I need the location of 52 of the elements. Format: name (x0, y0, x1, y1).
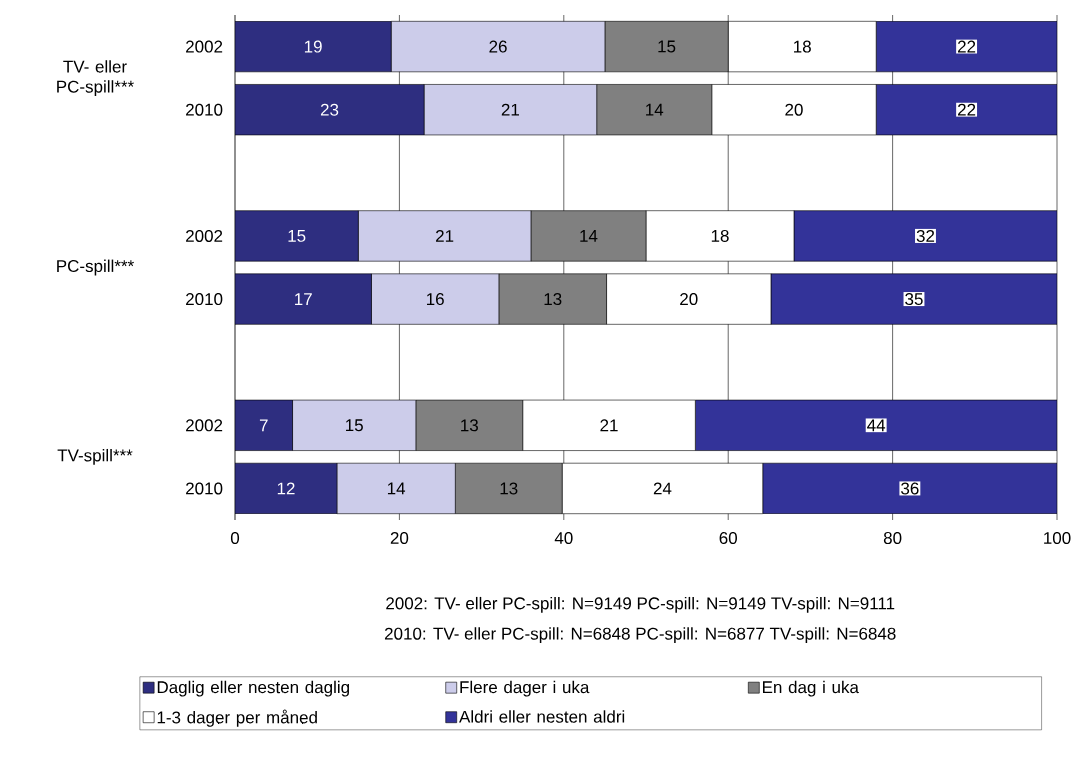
data-label: 19 (304, 40, 322, 53)
y-tick-label: 2002 (186, 419, 223, 432)
legend-label: En dag i uka (762, 680, 859, 697)
x-tick-label: 100 (1044, 531, 1071, 545)
y-tick-label: 2002 (186, 40, 223, 53)
x-tick-label: 40 (554, 531, 573, 545)
data-label: 21 (501, 103, 519, 116)
data-label: 23 (320, 103, 339, 116)
text: TV- eller PC-spill*** (57, 60, 134, 97)
legend-label: Flere dager i uka (460, 680, 590, 697)
data-label: 32 (916, 229, 935, 242)
data-label: 15 (346, 419, 363, 432)
y-tick-label: 2010 (186, 293, 223, 306)
x-tick-label: 80 (883, 531, 902, 545)
data-label: 35 (905, 293, 923, 306)
data-label: 17 (295, 293, 312, 305)
data-label: 22 (958, 40, 976, 53)
x-tick-label: 60 (719, 531, 737, 545)
text: PC-spill*** (57, 259, 134, 276)
data-label: 15 (288, 230, 306, 242)
data-label: 18 (711, 229, 729, 242)
data-label: 26 (489, 40, 507, 53)
legend-label: Daglig eller nesten daglig (157, 680, 349, 697)
data-label: 13 (461, 419, 478, 432)
data-label: 20 (785, 103, 803, 116)
data-label: 16 (427, 293, 444, 306)
data-label: 13 (544, 293, 562, 306)
data-label: 14 (580, 230, 598, 242)
text: TV-spill*** (57, 448, 133, 465)
data-label: 20 (680, 293, 698, 306)
data-label: 21 (436, 230, 454, 242)
text: 2010: TV- eller PC-spill: N=6848 PC-spill: N=6877 TV-spill: N=6848 (384, 627, 896, 644)
data-label: 15 (658, 40, 676, 53)
data-label: 14 (387, 482, 406, 495)
data-label: 7 (259, 419, 268, 432)
y-tick-label: 2010 (186, 103, 223, 116)
data-label: 44 (867, 419, 886, 432)
data-label: 22 (958, 103, 976, 116)
data-label: 14 (646, 103, 664, 116)
text: 2002: TV- eller PC-spill: N=9149 PC-spill: N=9149 TV-spill: N=9111 (386, 596, 895, 613)
data-label: 24 (653, 482, 672, 495)
legend-label: Aldri eller nesten aldri (459, 710, 625, 723)
y-tick-label: 2002 (186, 229, 223, 242)
y-tick-label: 2010 (186, 482, 223, 495)
x-tick-label: 20 (390, 531, 409, 545)
data-label: 21 (600, 419, 618, 432)
legend-label: 1-3 dager per måned (157, 709, 317, 727)
data-label: 36 (901, 482, 919, 495)
data-label: 12 (277, 482, 295, 495)
x-tick-label: 0 (230, 531, 240, 545)
data-label: 13 (500, 482, 518, 495)
data-label: 18 (794, 40, 811, 53)
